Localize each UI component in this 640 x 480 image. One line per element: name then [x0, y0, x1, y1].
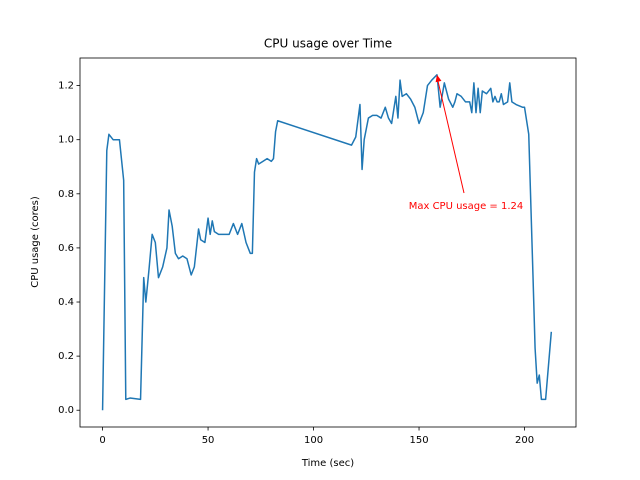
y-tick-label: 0.2: [58, 351, 74, 362]
y-tick-label: 1.2: [58, 81, 74, 92]
annotation-arrowhead: [435, 74, 442, 83]
x-tick-label: 150: [409, 435, 428, 446]
x-axis-label: Time (sec): [301, 458, 354, 469]
x-tick-label: 0: [99, 435, 105, 446]
chart-title: CPU usage over Time: [264, 37, 392, 51]
x-tick-label: 100: [304, 435, 323, 446]
y-tick-label: 0.6: [58, 243, 74, 254]
y-tick-label: 1.0: [58, 135, 74, 146]
plot-frame: [79, 57, 577, 428]
y-tick-label: 0.4: [58, 297, 74, 308]
y-tick-label: 0.8: [58, 189, 74, 200]
x-tick-label: 200: [515, 435, 534, 446]
annotation-arrow: [436, 76, 465, 194]
x-tick-label: 50: [202, 435, 215, 446]
line-series: [101, 74, 553, 411]
y-axis-label: CPU usage (cores): [30, 196, 41, 288]
annotation: Max CPU usage = 1.24: [409, 201, 524, 212]
y-tick-label: 0.0: [58, 405, 74, 416]
